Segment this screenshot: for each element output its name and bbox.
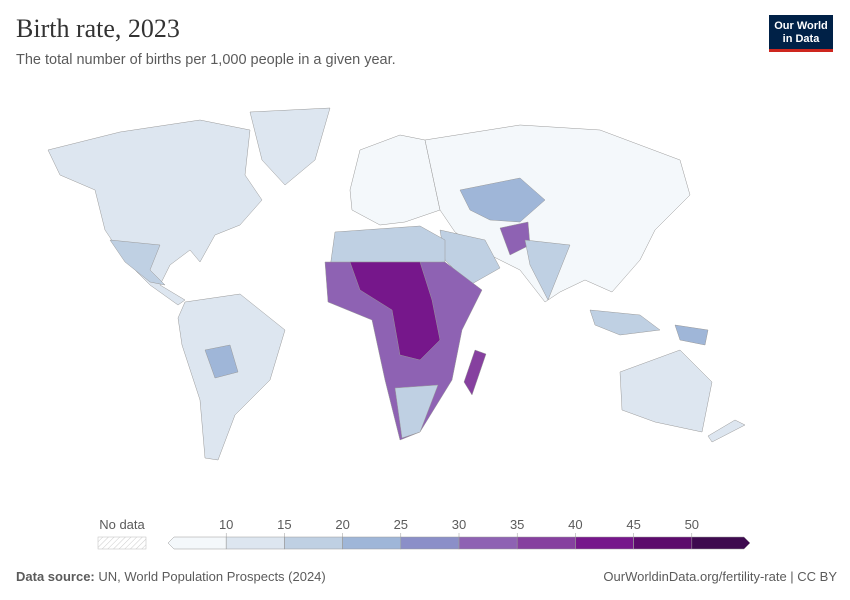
madagascar [463,349,487,396]
india [524,239,571,301]
legend-tick-label: 15 [277,517,291,532]
legend-tick-label: 10 [219,517,233,532]
legend-bin [225,536,285,550]
legend-bin [691,536,751,550]
legend-bin [167,536,227,550]
papua [674,324,709,346]
legend-tick-label: 45 [626,517,640,532]
north-america [47,119,263,306]
no-data-label: No data [99,517,145,532]
legend-bin [633,536,693,550]
legend-tick-label: 50 [685,517,699,532]
greenland [249,107,331,186]
source: Data source: UN, World Population Prospe… [16,569,326,584]
legend-bin [458,536,518,550]
legend-tick-label: 30 [452,517,466,532]
source-label: Data source: [16,569,95,584]
central-asia [459,177,546,223]
subtitle: The total number of births per 1,000 peo… [16,52,396,68]
legend-bin [575,536,634,550]
logo-line: Our World [774,20,828,32]
legend-bin [284,536,343,550]
bolivia [204,344,239,379]
title: Birth rate, 2023 [16,14,180,43]
new-zealand [707,419,746,443]
legend-tick-label: 25 [394,517,408,532]
south-america [177,293,286,461]
map [47,107,746,461]
legend-bin [400,536,460,550]
legend: No data 10 15 20 25 30 35 40 45 50 [97,517,751,550]
legend-tick-label: 35 [510,517,524,532]
logo[interactable]: Our World in Data [769,15,833,52]
africa-north [329,225,446,269]
logo-line: in Data [782,33,820,45]
australia [619,349,713,433]
europe [349,134,441,226]
no-data-swatch [97,536,147,550]
central-africa [349,261,441,361]
southeast-asia [589,309,661,336]
mexico [109,239,166,286]
source-text: UN, World Population Prospects (2024) [98,569,326,584]
legend-bin [342,536,402,550]
legend-bin [516,536,576,550]
legend-tick-label: 20 [335,517,349,532]
url[interactable]: OurWorldinData.org/fertility-rate | CC B… [603,569,837,584]
legend-tick-label: 40 [568,517,582,532]
southern-africa [394,384,439,439]
